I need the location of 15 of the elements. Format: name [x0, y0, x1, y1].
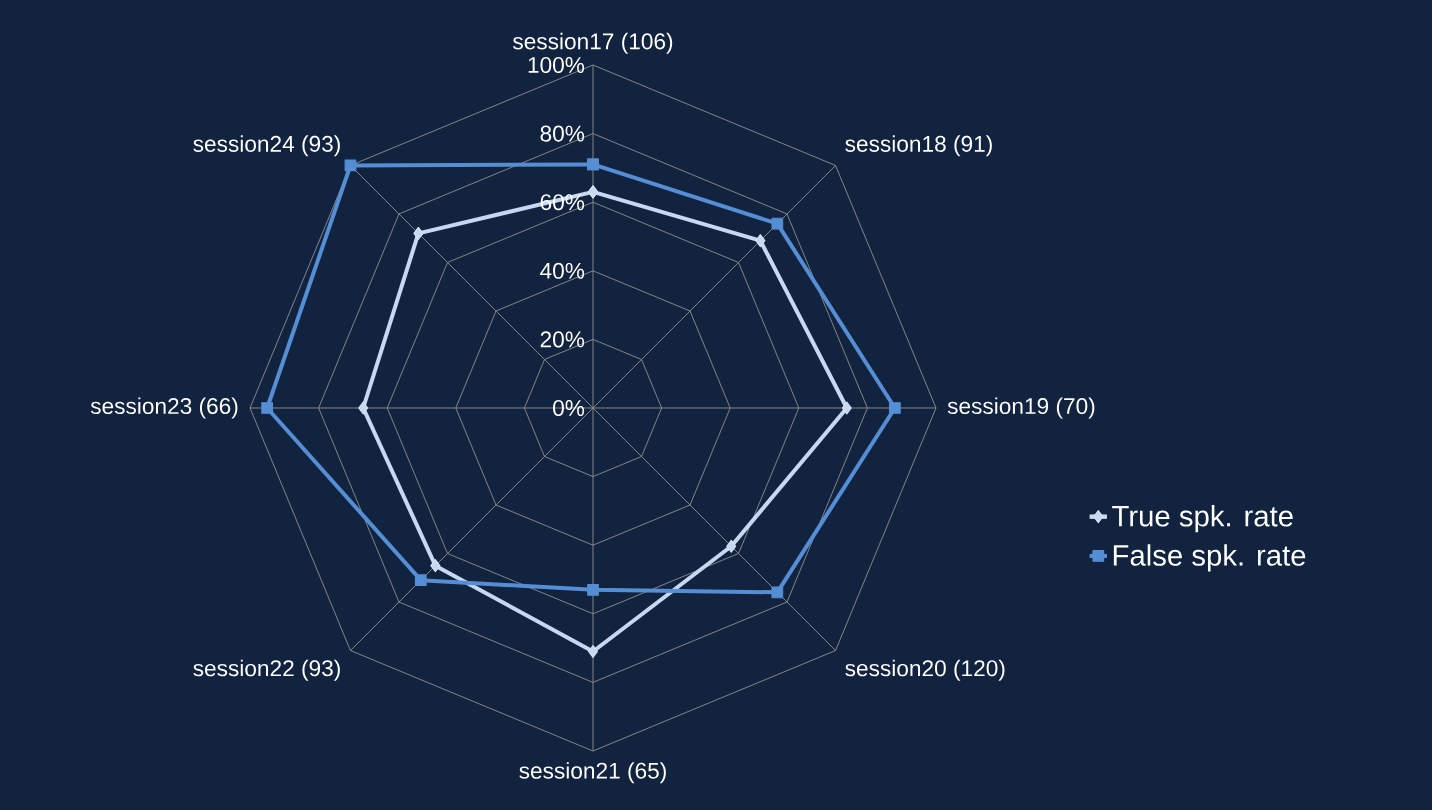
spoke-label: session22 (93) — [193, 659, 340, 681]
spoke-label: session20 (120) — [845, 659, 1005, 681]
y-tick-label: 80% — [540, 125, 585, 142]
spoke-label: session18 (91) — [845, 135, 992, 157]
legend-label: True spk. rate — [1112, 505, 1293, 533]
spoke-label: session19 (70) — [947, 397, 1095, 419]
y-tick-label: 0% — [553, 399, 585, 417]
spoke-label: session21 (65) — [519, 762, 666, 784]
legend-label: False spk. rate — [1113, 544, 1306, 572]
spoke-label: session17 (106) — [513, 32, 673, 54]
spoke-label: session24 (93) — [193, 135, 340, 157]
spoke-label: session23 (66) — [90, 397, 238, 419]
y-tick-label: 20% — [540, 331, 585, 348]
y-tick-label: 40% — [540, 262, 585, 279]
y-tick-label: 100% — [528, 56, 585, 74]
